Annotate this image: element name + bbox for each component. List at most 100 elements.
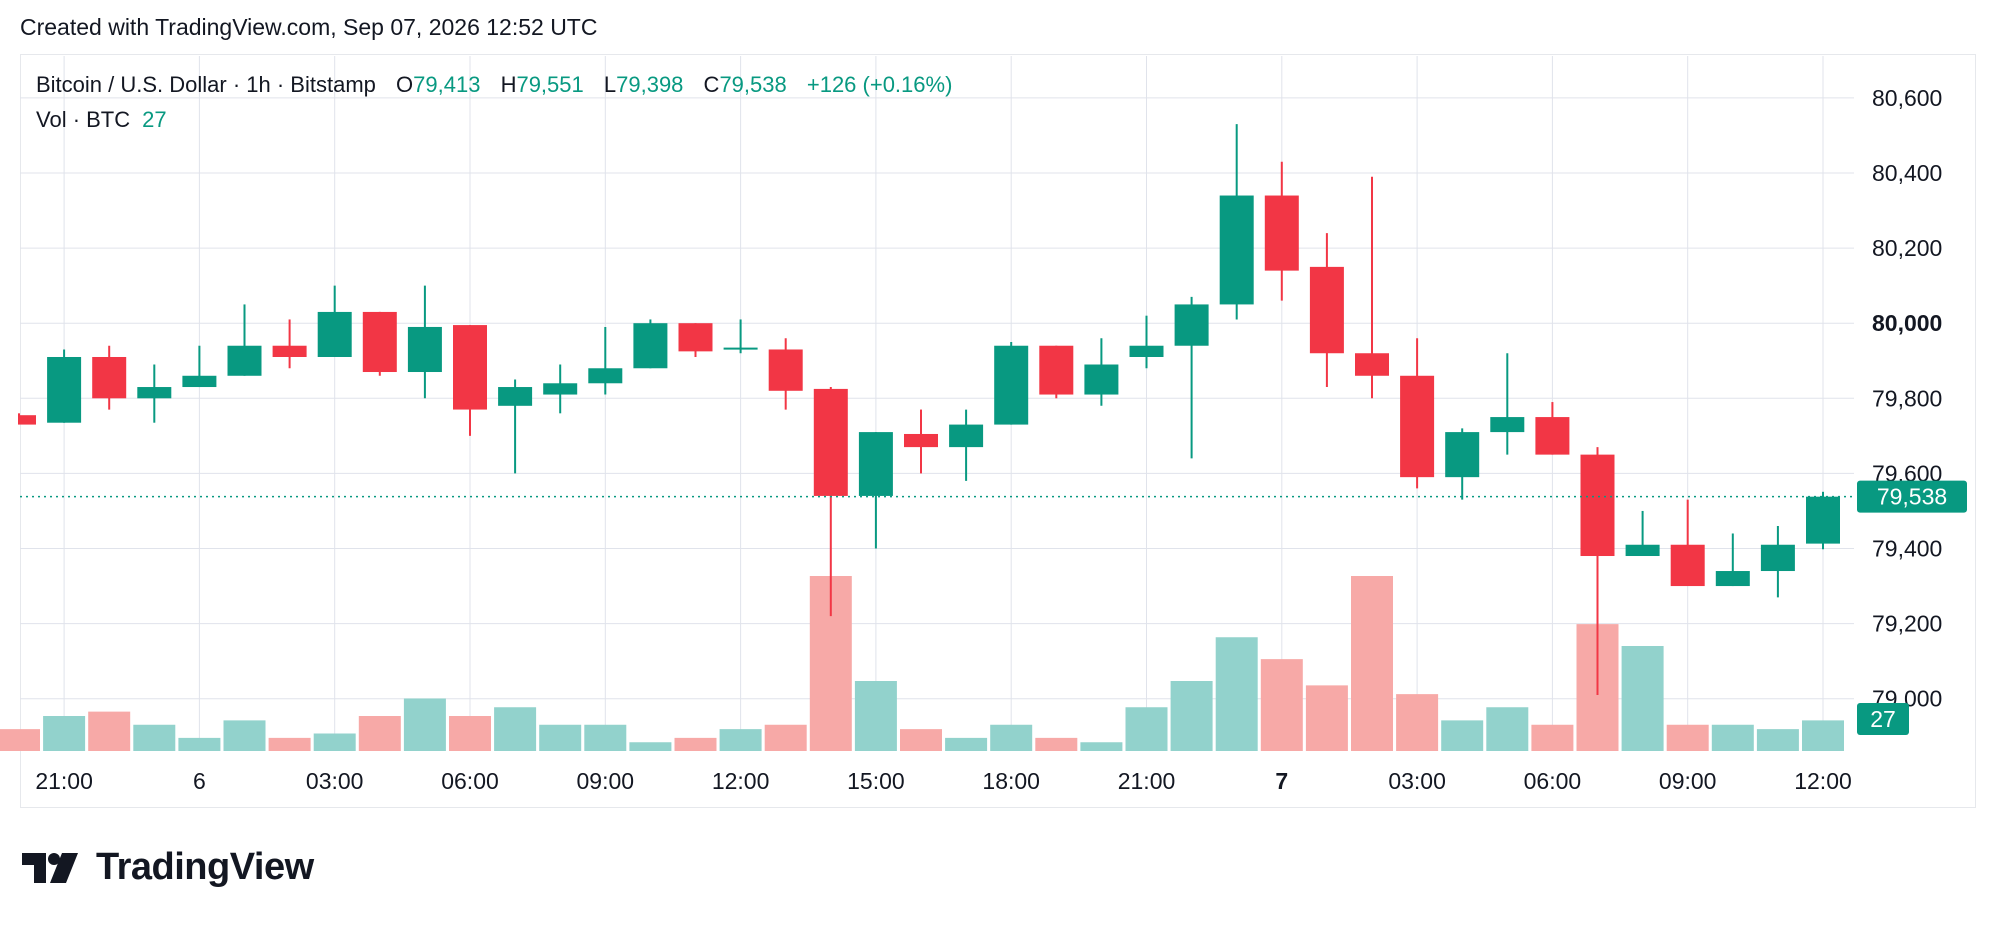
change-value: +126 (+0.16%): [806, 72, 953, 97]
volume-bar: [1711, 724, 1754, 751]
volume-bar: [1802, 720, 1844, 751]
candle-body: [182, 375, 217, 388]
candle-body: [858, 432, 893, 496]
x-axis-tick-label: 03:00: [1388, 768, 1446, 794]
volume-bar: [854, 681, 897, 751]
candle-body: [994, 345, 1029, 425]
candle-body: [633, 323, 668, 369]
candle-body: [949, 424, 984, 448]
volume-bar: [1621, 646, 1664, 751]
volume-bar: [223, 720, 266, 751]
candle-body: [543, 383, 578, 395]
x-axis-tick-label: 06:00: [441, 768, 499, 794]
x-axis-tick-label: 09:00: [1659, 768, 1717, 794]
candle-body: [47, 356, 82, 423]
open-label: O: [396, 72, 414, 97]
candle-body: [1309, 266, 1344, 354]
volume-bar: [674, 737, 717, 751]
symbol-legend: Bitcoin / U.S. Dollar · 1h · Bitstamp O7…: [36, 72, 952, 98]
volume-bar: [945, 737, 988, 751]
volume-bar: [1351, 576, 1393, 751]
candle-body: [20, 415, 36, 425]
y-axis-tick-label: 79,400: [1872, 536, 1942, 562]
x-axis-tick-label: 21:00: [35, 768, 93, 794]
candle-body: [1535, 417, 1570, 455]
volume-bar: [358, 716, 401, 751]
candle-body: [1806, 496, 1840, 544]
volume-tag-bg: [1857, 703, 1909, 735]
volume-tag-label: 27: [1870, 706, 1896, 732]
x-axis-tick-label: 03:00: [306, 768, 364, 794]
candle-body: [813, 388, 848, 496]
close-value: 79,538: [719, 72, 787, 97]
high-value: 79,551: [516, 72, 584, 97]
x-axis-tick-label: 21:00: [1118, 768, 1176, 794]
volume-bar: [1305, 685, 1348, 751]
volume-bar: [1035, 737, 1078, 751]
candle-body: [1490, 417, 1525, 433]
x-axis-tick-label: 7: [1275, 768, 1288, 794]
candle-body: [1219, 195, 1254, 305]
volume-bar: [764, 724, 807, 751]
volume-bar: [1666, 724, 1709, 751]
candle-body: [1355, 353, 1389, 376]
candle-body: [1400, 375, 1435, 478]
candle-body: [1625, 544, 1660, 557]
volume-bar: [0, 729, 40, 751]
volume-bar: [1756, 729, 1799, 751]
candle-body: [362, 311, 397, 373]
y-axis-tick-label: 80,200: [1872, 235, 1942, 261]
price-tag-label: 79,538: [1877, 484, 1947, 510]
volume-bar: [1260, 659, 1303, 751]
x-axis-tick-label: 06:00: [1524, 768, 1582, 794]
candle-body: [1445, 432, 1480, 478]
candle-body: [678, 323, 713, 352]
candle-body: [768, 349, 803, 391]
y-axis-tick-label: 79,800: [1872, 385, 1942, 411]
candle-body: [1174, 304, 1209, 346]
candle-body: [1670, 544, 1705, 587]
volume-bar: [1080, 742, 1123, 751]
x-axis-tick-label: 15:00: [847, 768, 905, 794]
high-label: H: [500, 72, 517, 97]
volume-bar: [449, 716, 491, 751]
volume-bar: [403, 698, 446, 751]
candle-body: [723, 347, 758, 350]
open-value: 79,413: [413, 72, 481, 97]
volume-bar: [1486, 707, 1529, 751]
x-axis-tick-label: 18:00: [982, 768, 1040, 794]
x-axis-tick-label: 09:00: [577, 768, 635, 794]
candle-body: [407, 326, 442, 373]
volume-bar: [1396, 694, 1439, 751]
y-axis-tick-label: 80,400: [1872, 160, 1942, 186]
candlestick-chart[interactable]: 79,00079,20079,40079,60079,80080,00080,2…: [0, 0, 1996, 820]
candle-body: [137, 387, 172, 399]
y-axis-tick-label: 80,600: [1872, 85, 1942, 111]
volume-bar: [88, 711, 131, 751]
y-axis-tick-label: 79,200: [1872, 611, 1942, 637]
volume-bar: [268, 737, 311, 751]
volume-legend: Vol · BTC 27: [36, 107, 167, 133]
low-label: L: [603, 72, 617, 97]
candle-body: [904, 433, 938, 448]
volume-bar: [494, 707, 537, 751]
volume-bar: [584, 724, 627, 751]
volume-bar: [539, 724, 582, 751]
candle-body: [1129, 345, 1164, 357]
volume-label[interactable]: Vol · BTC: [36, 107, 131, 132]
candle-body: [498, 387, 533, 406]
candle-body: [1084, 364, 1119, 395]
chart-frame: [20, 54, 1976, 808]
candle-body: [317, 311, 352, 357]
tradingview-logo[interactable]: TradingView: [22, 846, 314, 889]
price-tag-bg: [1857, 480, 1967, 513]
tradingview-logo-icon: [22, 852, 78, 883]
x-axis-tick-label: 12:00: [712, 768, 770, 794]
close-label: C: [703, 72, 720, 97]
volume-bar: [313, 733, 356, 751]
candle-body: [1760, 544, 1795, 572]
volume-bar: [1170, 681, 1213, 751]
volume-bar: [43, 716, 86, 751]
volume-bar: [629, 742, 672, 751]
symbol-name[interactable]: Bitcoin / U.S. Dollar · 1h · Bitstamp: [36, 72, 376, 97]
